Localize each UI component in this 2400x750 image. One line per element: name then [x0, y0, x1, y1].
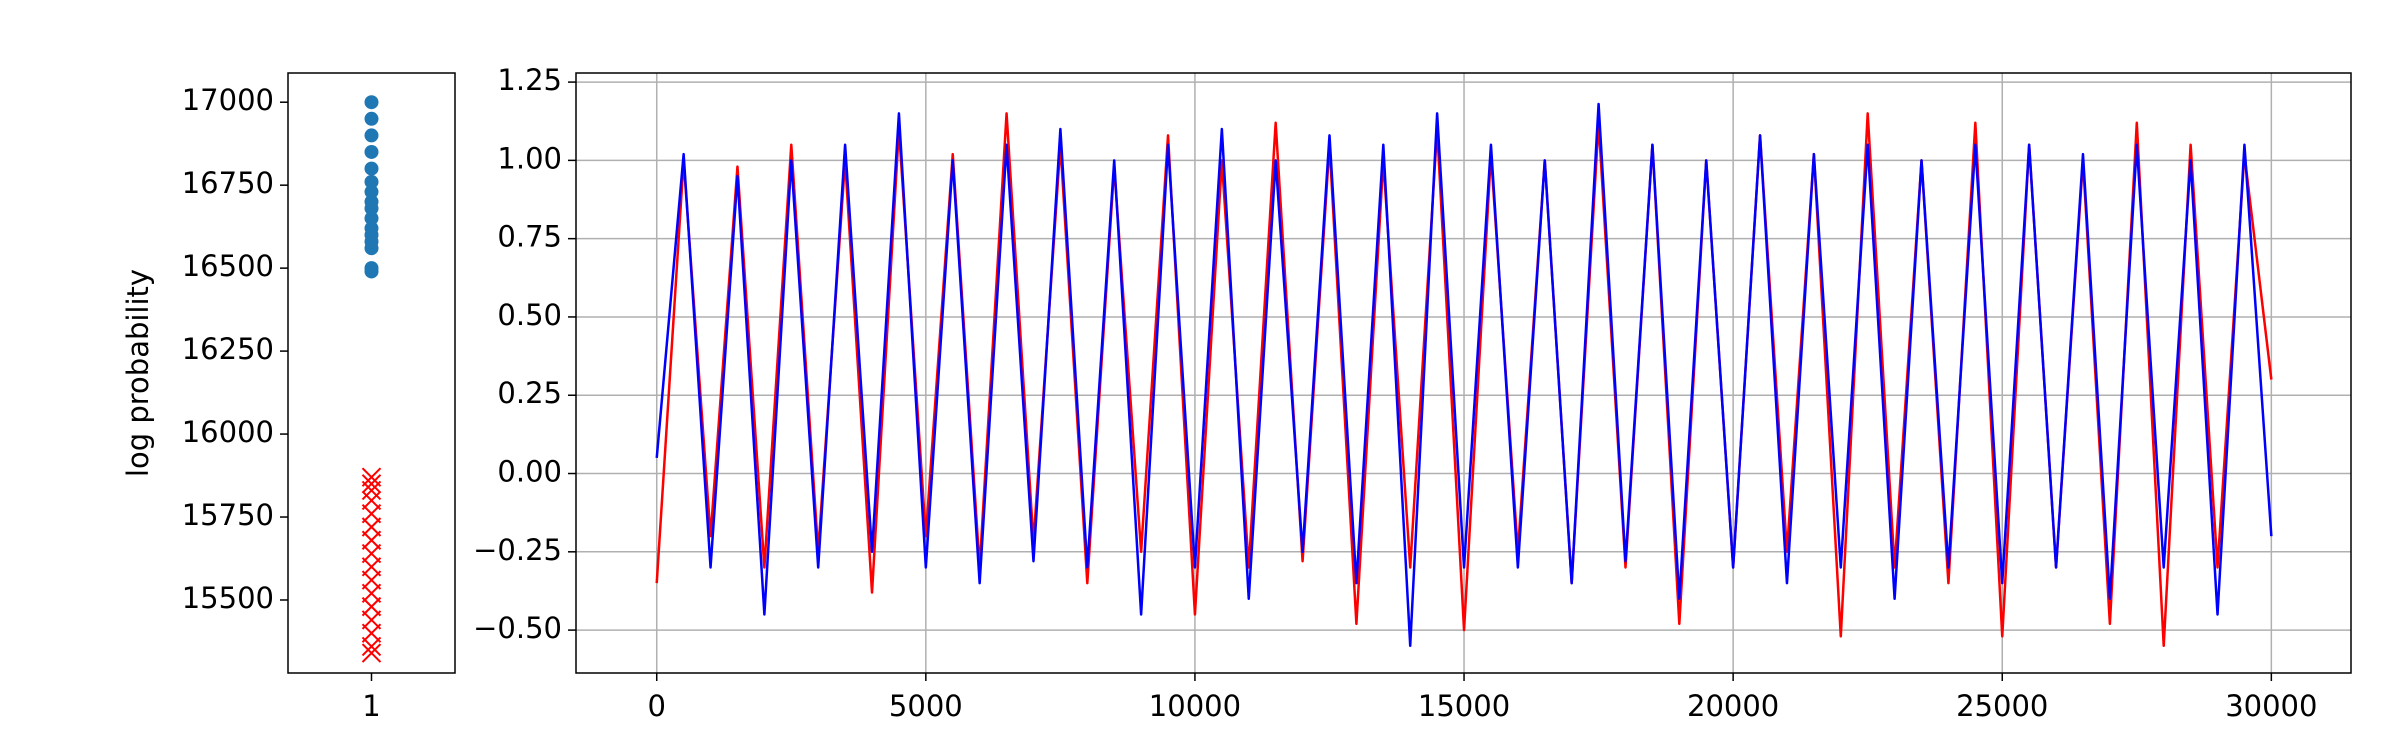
x-tick-label: 5000: [889, 689, 963, 723]
y-tick-label: 0.75: [497, 220, 562, 254]
point: [364, 261, 379, 276]
x-marker: [361, 467, 382, 487]
point: [364, 194, 379, 209]
axes-frame: [287, 72, 456, 674]
y-tick-label: 1.00: [497, 141, 562, 175]
line-series: [655, 112, 2273, 648]
point: [364, 221, 379, 236]
x-tick-label: 15000: [1418, 689, 1510, 723]
point: [364, 184, 379, 199]
y-tick-label: 16750: [182, 166, 274, 200]
point: [364, 144, 379, 159]
x-tick-label: 0: [648, 689, 666, 723]
y-tick-label: 15500: [182, 581, 274, 615]
x-marker: [361, 643, 382, 663]
y-tick-label: 1.25: [497, 63, 562, 97]
line-series: [655, 102, 2273, 648]
x-tick-label: 1: [362, 689, 380, 723]
x-tick-label: 10000: [1149, 689, 1241, 723]
x-marker: [361, 490, 382, 511]
y-tick-label: 17000: [182, 83, 274, 117]
x-tick-label: 30000: [2225, 689, 2317, 723]
point: [364, 174, 379, 189]
point: [364, 161, 379, 176]
y-tick-label: 16500: [182, 249, 274, 283]
point: [364, 128, 379, 143]
y-axis-label: log probability: [121, 269, 155, 477]
point: [364, 111, 379, 126]
y-tick-label: 15750: [182, 498, 274, 532]
y-tick-label: 0.25: [497, 376, 562, 410]
y-tick-label: 0.50: [497, 298, 562, 332]
y-tick-label: −0.50: [473, 611, 562, 645]
axes-frame: [575, 72, 2352, 674]
y-tick-label: 16000: [182, 415, 274, 449]
x-tick-label: 20000: [1687, 689, 1779, 723]
x-tick-label: 25000: [1956, 689, 2048, 723]
y-tick-label: −0.25: [473, 533, 562, 567]
y-tick-label: 0.00: [497, 455, 562, 489]
point: [364, 211, 379, 226]
point: [364, 95, 379, 110]
y-tick-label: 16250: [182, 332, 274, 366]
x-marker: [361, 474, 382, 494]
